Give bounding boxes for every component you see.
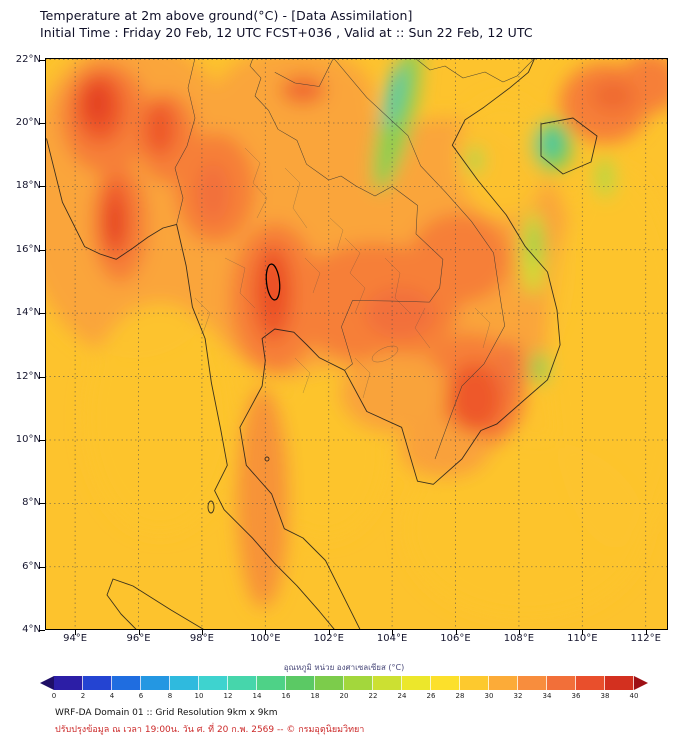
colorbar-tick-label: 38 — [600, 692, 610, 700]
colorbar-segment — [170, 676, 199, 690]
lon-tick-mark — [518, 630, 520, 635]
colorbar-tick-label: 22 — [368, 692, 378, 700]
colorbar-tick-label: 6 — [138, 692, 144, 700]
lat-tick-mark — [39, 376, 45, 378]
lon-tick-mark — [75, 630, 77, 635]
coastline-paths — [46, 58, 598, 630]
lon-tick-mark — [328, 630, 330, 635]
temperature-field — [45, 58, 668, 618]
lat-tick-label: 14°N — [15, 307, 41, 319]
lat-tick-label: 22°N — [15, 53, 41, 65]
lon-tick-mark — [265, 630, 267, 635]
country-border-paths — [174, 58, 535, 460]
colorbar-segment — [547, 676, 576, 690]
colorbar-tick-label: 4 — [109, 692, 115, 700]
colorbar-segment — [257, 676, 286, 690]
colorbar-segment — [112, 676, 141, 690]
colorbar-tick-label: 36 — [571, 692, 581, 700]
lat-tick-label: 6°N — [22, 560, 41, 572]
lon-tick-label: 96°E — [126, 633, 151, 644]
lat-tick-mark — [39, 439, 45, 441]
page-subtitle: Initial Time : Friday 20 Feb, 12 UTC FCS… — [40, 25, 533, 40]
footer-update-info: ปรับปรุงข้อมูล ณ เวลา 19:00น. วัน ศ. ที่… — [55, 725, 365, 735]
footer-model-info: WRF-DA Domain 01 :: Grid Resolution 9km … — [55, 708, 278, 718]
colorbar-segment — [199, 676, 228, 690]
colorbar-tick-label: 12 — [223, 692, 233, 700]
lon-tick-mark — [201, 630, 203, 635]
lat-tick-label: 16°N — [15, 243, 41, 255]
colorbar-tick-label: 16 — [281, 692, 291, 700]
temperature-contour-line — [265, 263, 281, 301]
colorbar-tick-label: 0 — [51, 692, 57, 700]
colorbar-tick-label: 34 — [542, 692, 552, 700]
colorbar-segment — [576, 676, 605, 690]
colorbar-segment — [54, 676, 83, 690]
colorbar-segment — [518, 676, 547, 690]
colorbar-tick-label: 24 — [397, 692, 407, 700]
lon-tick-label: 112°E — [630, 633, 661, 644]
colorbar-label: อุณหภูมิ หน่วย องศาเซลเซียส (°C) — [283, 663, 405, 672]
colorbar-tick-label: 18 — [310, 692, 320, 700]
lon-tick-mark — [138, 630, 140, 635]
lat-tick-mark — [39, 122, 45, 124]
lon-tick-label: 108°E — [503, 633, 535, 644]
lat-tick-mark — [39, 630, 45, 632]
colorbar-segment — [489, 676, 518, 690]
colorbar-tick-label: 14 — [252, 692, 262, 700]
lat-tick-label: 20°N — [15, 116, 41, 128]
colorbar-tick-label: 10 — [194, 692, 204, 700]
colorbar-left-arrow — [40, 676, 54, 690]
colorbar-segment — [286, 676, 315, 690]
lat-tick-mark — [39, 313, 45, 315]
colorbar-segment — [344, 676, 373, 690]
lat-tick-label: 10°N — [15, 433, 41, 445]
lon-tick-label: 106°E — [440, 633, 471, 644]
colorbar-tick-label: 30 — [484, 692, 494, 700]
lon-tick-mark — [645, 630, 647, 635]
lat-tick-mark — [39, 59, 45, 61]
colorbar-tick-label: 20 — [339, 692, 349, 700]
colorbar-tick-label: 28 — [455, 692, 465, 700]
colorbar-tick-label: 40 — [629, 692, 639, 700]
lat-tick-label: 8°N — [22, 497, 41, 509]
lon-tick-label: 98°E — [189, 633, 214, 644]
lat-tick-mark — [39, 566, 45, 568]
lat-tick-mark — [39, 503, 45, 505]
plot-frame — [45, 58, 668, 630]
colorbar-segment — [605, 676, 634, 690]
lat-tick-mark — [39, 249, 45, 251]
colorbar-segment — [141, 676, 170, 690]
lon-tick-label: 94°E — [63, 633, 88, 644]
colorbar-segment — [83, 676, 112, 690]
lon-tick-label: 102°E — [313, 633, 344, 644]
temperature-map-svg — [45, 58, 668, 630]
colorbar-segment — [228, 676, 257, 690]
colorbar-segment — [460, 676, 489, 690]
map-plot — [45, 58, 668, 630]
lon-tick-label: 100°E — [250, 633, 281, 644]
lon-tick-mark — [582, 630, 584, 635]
colorbar-segment — [315, 676, 344, 690]
colorbar-segment — [373, 676, 402, 690]
colorbar — [40, 676, 648, 690]
page-title: Temperature at 2m above ground(°C) - [Da… — [40, 8, 413, 23]
lon-tick-label: 104°E — [376, 633, 408, 644]
colorbar-segment — [431, 676, 460, 690]
colorbar-tick-label: 26 — [426, 692, 436, 700]
colorbar-tick-label: 32 — [513, 692, 523, 700]
colorbar-segment — [402, 676, 431, 690]
lat-tick-label: 12°N — [15, 370, 41, 382]
lat-tick-label: 18°N — [15, 180, 41, 192]
lon-tick-mark — [392, 630, 394, 635]
colorbar-right-arrow — [634, 676, 648, 690]
lat-tick-label: 4°N — [22, 624, 41, 636]
lat-tick-mark — [39, 186, 45, 188]
colorbar-tick-label: 8 — [167, 692, 173, 700]
lon-tick-mark — [455, 630, 457, 635]
province-border-paths — [194, 147, 491, 399]
lon-tick-label: 110°E — [567, 633, 598, 644]
colorbar-tick-label: 2 — [80, 692, 86, 700]
